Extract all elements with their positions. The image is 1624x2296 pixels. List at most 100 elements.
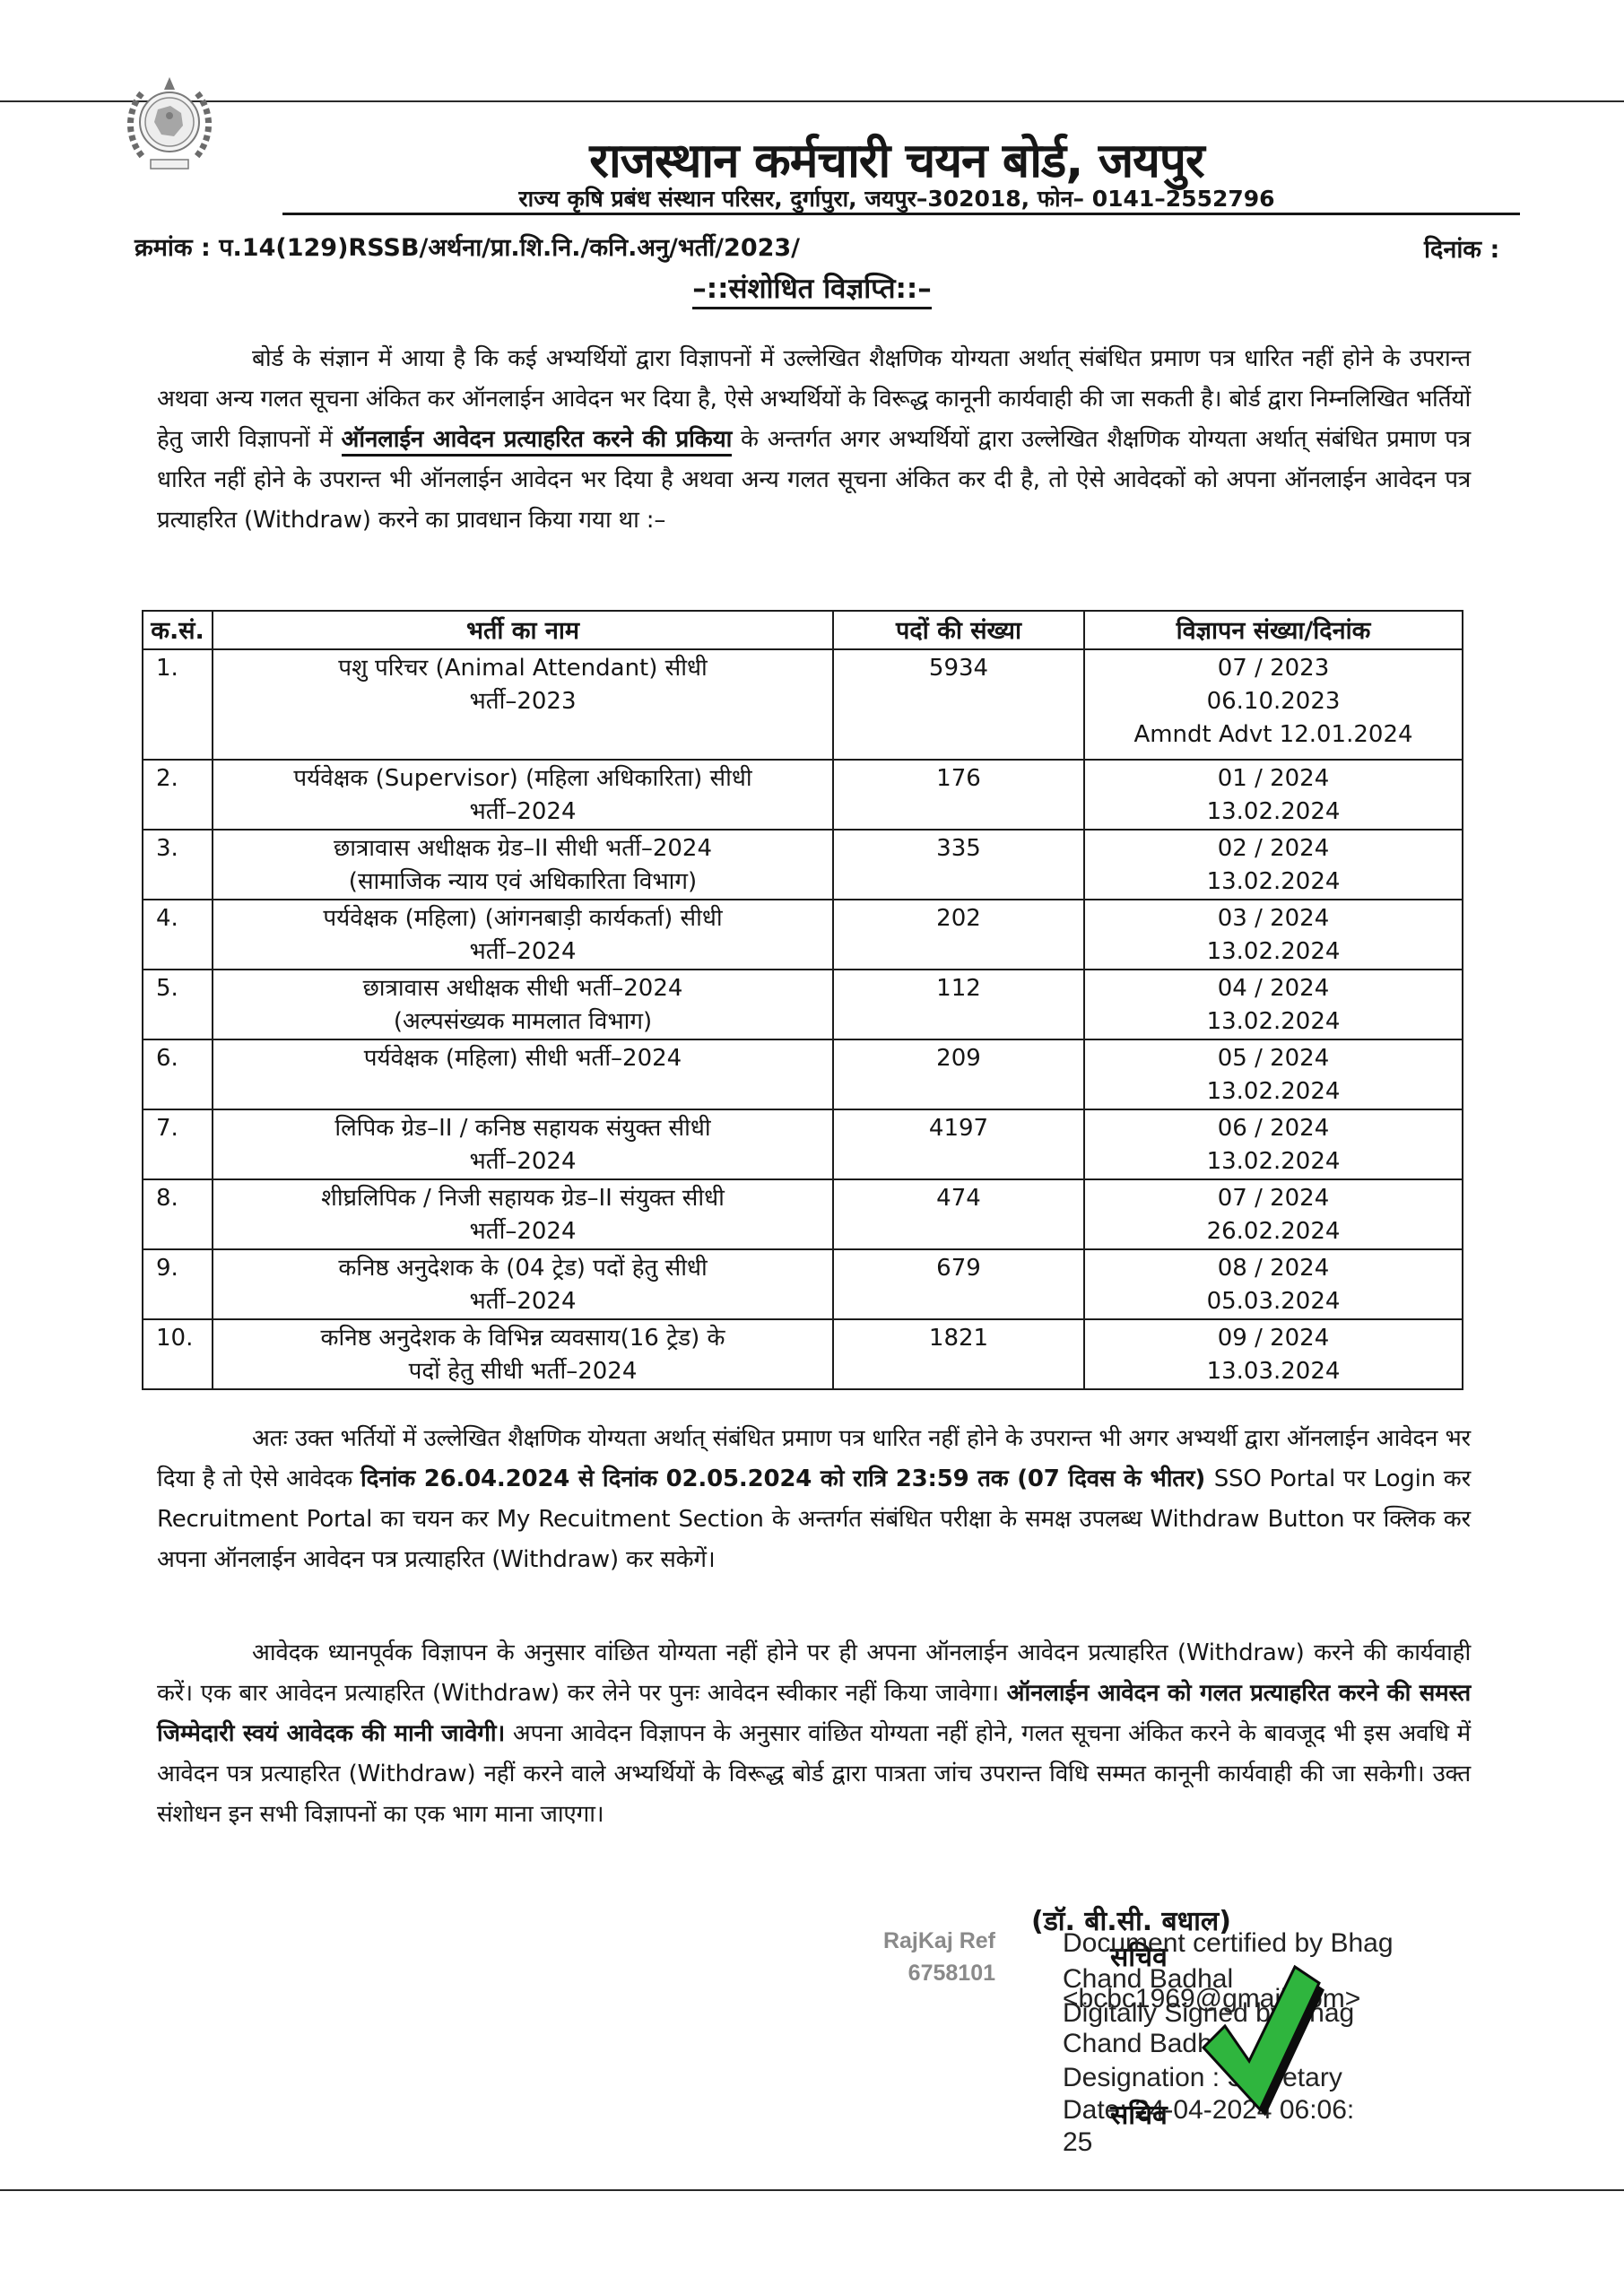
table-row: 3. छात्रावास अधीक्षक ग्रेड–II सीधी भर्ती… — [142, 829, 1463, 900]
cell-sno: 9. — [142, 1248, 213, 1320]
signatory-designation-overlap: सचिव — [1110, 2100, 1168, 2131]
paragraph-warning: आवेदक ध्यानपूर्वक विज्ञापन के अनुसार वां… — [157, 1633, 1471, 1835]
name-line: छात्रावास अधीक्षक ग्रेड–II सीधी भर्ती–20… — [333, 835, 712, 862]
page-bottom-rule — [0, 2189, 1624, 2191]
para1-bold-underline: ऑनलाईन आवेदन प्रत्याहरित करने की प्रकिया — [341, 426, 732, 457]
advt-line: 13.02.2024 — [1206, 868, 1341, 895]
rajkaj-ref-label: RajKaj Ref — [882, 1928, 995, 1953]
advt-line: 03 / 2024 — [1217, 905, 1330, 932]
para2-text-b: SSO Portal पर Login कर Recruitment Porta… — [157, 1465, 1472, 1573]
para2-bold-dates: दिनांक 26.04.2024 से दिनांक 02.05.2024 क… — [360, 1465, 1214, 1492]
cell-name: पर्यवेक्षक (महिला) (आंगनबाड़ी कार्यकर्ता… — [212, 899, 834, 970]
rssb-emblem-logo — [124, 75, 215, 176]
advt-line: 08 / 2024 — [1217, 1255, 1330, 1282]
advt-line: 06.10.2023 — [1206, 688, 1341, 715]
page-top-rule — [0, 100, 1624, 102]
table-row: 6. पर्यवेक्षक (महिला) सीधी भर्ती–2024 20… — [142, 1039, 1463, 1110]
cell-sno: 4. — [142, 899, 213, 970]
cell-posts: 5934 — [832, 648, 1085, 761]
name-line: पर्यवेक्षक (महिला) सीधी भर्ती–2024 — [363, 1045, 682, 1072]
stamp-line: 25 — [1063, 2127, 1093, 2157]
para3-text-b: अपना आवेदन विज्ञापन के अनुसार वांछित योग… — [157, 1720, 1471, 1828]
cell-advt: 01 / 2024 13.02.2024 — [1083, 759, 1463, 831]
cell-name: कनिष्ठ अनुदेशक के विभिन्न व्यवसाय(16 ट्र… — [212, 1318, 834, 1390]
advt-line: 13.02.2024 — [1206, 1148, 1341, 1175]
name-line: (सामाजिक न्याय एवं अधिकारिता विभाग) — [348, 868, 698, 895]
col-header-advt: विज्ञापन संख्या/दिनांक — [1083, 610, 1463, 650]
cell-sno: 2. — [142, 759, 213, 831]
name-line: भर्ती–2024 — [469, 1148, 577, 1175]
table-row: 1. पशु परिचर (Animal Attendant) सीधी भर्त… — [142, 648, 1463, 761]
cell-sno: 3. — [142, 829, 213, 900]
paragraph-withdraw-window: अतः उक्त भर्तियों में उल्लेखित शैक्षणिक … — [157, 1419, 1471, 1580]
cell-name: पर्यवेक्षक (महिला) सीधी भर्ती–2024 — [212, 1039, 834, 1110]
document-title-text: –::संशोधित विज्ञप्ति::– — [692, 273, 932, 309]
advt-line: 07 / 2024 — [1217, 1185, 1330, 1212]
stamp-line: Document certified by Bhag — [1063, 1928, 1394, 1958]
paragraph-intro: बोर्ड के संज्ञान में आया है कि कई अभ्यर्… — [157, 339, 1471, 541]
rajkaj-ref-number: 6758101 — [908, 1961, 995, 1986]
advt-line: 06 / 2024 — [1217, 1115, 1330, 1142]
cell-sno: 7. — [142, 1109, 213, 1180]
cell-name: कनिष्ठ अनुदेशक के (04 ट्रेड) पदों हेतु स… — [212, 1248, 834, 1320]
advt-line: 05 / 2024 — [1217, 1045, 1330, 1072]
date-label: दिनांक : — [1424, 236, 1500, 264]
cell-name: पशु परिचर (Animal Attendant) सीधी भर्ती–2… — [212, 648, 834, 761]
advt-line: 13.02.2024 — [1206, 798, 1341, 825]
name-line: लिपिक ग्रेड–II / कनिष्ठ सहायक संयुक्त सी… — [334, 1115, 711, 1142]
col-header-name: भर्ती का नाम — [212, 610, 834, 650]
stamp-line: Chand Badhal — [1063, 2029, 1234, 2058]
advt-line: 05.03.2024 — [1206, 1288, 1341, 1315]
table-row: 5. छात्रावास अधीक्षक सीधी भर्ती–2024 (अल्… — [142, 969, 1463, 1040]
org-address: राज्य कृषि प्रबंध संस्थान परिसर, दुर्गाप… — [518, 186, 1275, 212]
para3-text-a: आवेदक ध्यानपूर्वक विज्ञापन के अनुसार वां… — [157, 1639, 1471, 1707]
col-header-sno: क.सं. — [142, 610, 213, 650]
name-line: भर्ती–2024 — [469, 798, 577, 825]
cell-posts: 176 — [832, 759, 1085, 831]
cell-advt: 03 / 2024 13.02.2024 — [1083, 899, 1463, 970]
advt-line: 02 / 2024 — [1217, 835, 1330, 862]
advt-line: 13.02.2024 — [1206, 1008, 1341, 1035]
advt-line: 26.02.2024 — [1206, 1218, 1341, 1245]
reference-number: क्रमांक : प.14(129)RSSB/अर्थना/प्रा.शि.न… — [135, 234, 801, 262]
name-line: भर्ती–2024 — [469, 1218, 577, 1245]
cell-name: पर्यवेक्षक (Supervisor) (महिला अधिकारिता… — [212, 759, 834, 831]
table-row: 8. शीघ्रलिपिक / निजी सहायक ग्रेड–II संयु… — [142, 1178, 1463, 1250]
name-line: भर्ती–2024 — [469, 1288, 577, 1315]
name-line: पर्यवेक्षक (Supervisor) (महिला अधिकारिता… — [293, 765, 752, 792]
advt-line: 04 / 2024 — [1217, 975, 1330, 1002]
name-line: भर्ती–2024 — [469, 938, 577, 965]
cell-advt: 07 / 2024 26.02.2024 — [1083, 1178, 1463, 1250]
col-header-posts: पदों की संख्या — [832, 610, 1085, 650]
verified-checkmark-icon — [1193, 1959, 1327, 2124]
cell-posts: 474 — [832, 1178, 1085, 1250]
name-line: पशु परिचर (Animal Attendant) सीधी — [338, 655, 708, 682]
para3-bold-responsibility: ऑनलाईन आवेदन को गलत प्रत्याहरित करने की … — [157, 1680, 1472, 1747]
cell-sno: 8. — [142, 1178, 213, 1250]
rajkaj-reference: RajKaj Ref 6758101 — [771, 1925, 995, 1989]
cell-posts: 679 — [832, 1248, 1085, 1320]
cell-advt: 08 / 2024 05.03.2024 — [1083, 1248, 1463, 1320]
cell-name: शीघ्रलिपिक / निजी सहायक ग्रेड–II संयुक्त… — [212, 1178, 834, 1250]
cell-name: छात्रावास अधीक्षक ग्रेड–II सीधी भर्ती–20… — [212, 829, 834, 900]
table-row: 7. लिपिक ग्रेड–II / कनिष्ठ सहायक संयुक्त… — [142, 1109, 1463, 1180]
name-line: छात्रावास अधीक्षक सीधी भर्ती–2024 — [362, 975, 683, 1002]
advt-line: 13.03.2024 — [1206, 1358, 1341, 1385]
cell-posts: 202 — [832, 899, 1085, 970]
cell-posts: 4197 — [832, 1109, 1085, 1180]
table-row: 4. पर्यवेक्षक (महिला) (आंगनबाड़ी कार्यकर… — [142, 899, 1463, 970]
rssb-emblem-icon — [127, 77, 212, 170]
cell-sno: 5. — [142, 969, 213, 1040]
cell-sno: 6. — [142, 1039, 213, 1110]
cell-sno: 1. — [142, 648, 213, 761]
name-line: भर्ती–2023 — [469, 688, 577, 715]
cell-advt: 09 / 2024 13.03.2024 — [1083, 1318, 1463, 1390]
para2-text-a: अतः उक्त भर्तियों में उल्लेखित शैक्षणिक … — [157, 1425, 1471, 1492]
para1-text-b: के अन्तर्गत अगर अभ्यर्थियों द्वारा उल्ले… — [157, 426, 1471, 534]
cell-posts: 335 — [832, 829, 1085, 900]
advt-line: Amndt Advt 12.01.2024 — [1133, 721, 1413, 748]
cell-name: छात्रावास अधीक्षक सीधी भर्ती–2024 (अल्पसं… — [212, 969, 834, 1040]
table-row: 2. पर्यवेक्षक (Supervisor) (महिला अधिकार… — [142, 759, 1463, 831]
cell-posts: 1821 — [832, 1318, 1085, 1390]
